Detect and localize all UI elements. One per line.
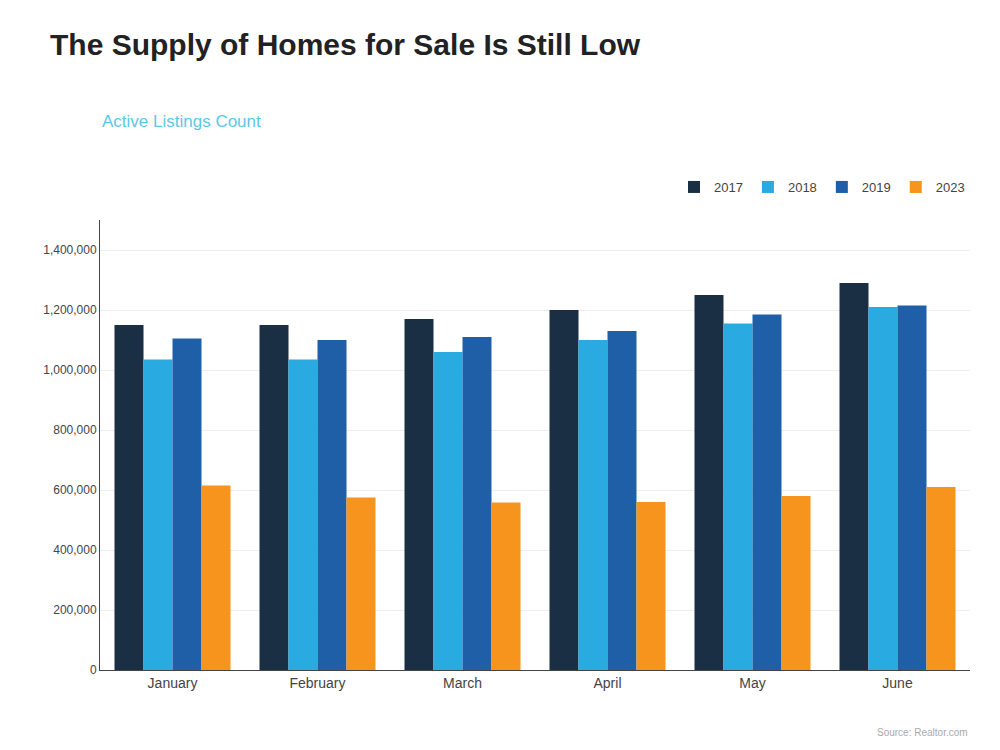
svg-text:2019: 2019 xyxy=(862,180,891,195)
svg-text:1,200,000: 1,200,000 xyxy=(43,303,97,317)
svg-text:Source: Realtor.com: Source: Realtor.com xyxy=(877,727,968,738)
svg-text:1,000,000: 1,000,000 xyxy=(43,363,97,377)
svg-text:0: 0 xyxy=(90,663,97,677)
svg-text:2018: 2018 xyxy=(788,180,817,195)
svg-text:1,400,000: 1,400,000 xyxy=(43,243,97,257)
svg-text:The Supply of Homes for Sale I: The Supply of Homes for Sale Is Still Lo… xyxy=(50,28,641,61)
svg-text:2023: 2023 xyxy=(936,180,965,195)
svg-text:800,000: 800,000 xyxy=(53,423,97,437)
svg-text:Active Listings Count: Active Listings Count xyxy=(102,112,261,131)
svg-text:April: April xyxy=(593,675,621,691)
svg-text:February: February xyxy=(289,675,345,691)
svg-text:March: March xyxy=(443,675,482,691)
svg-text:June: June xyxy=(882,675,913,691)
svg-text:May: May xyxy=(739,675,765,691)
svg-text:January: January xyxy=(148,675,198,691)
svg-text:200,000: 200,000 xyxy=(53,603,97,617)
svg-text:2017: 2017 xyxy=(714,180,743,195)
svg-text:400,000: 400,000 xyxy=(53,543,97,557)
svg-text:600,000: 600,000 xyxy=(53,483,97,497)
